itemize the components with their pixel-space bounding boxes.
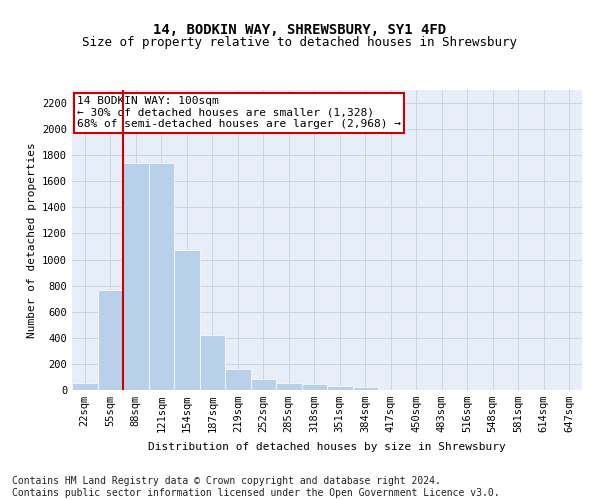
Text: 14, BODKIN WAY, SHREWSBURY, SY1 4FD: 14, BODKIN WAY, SHREWSBURY, SY1 4FD (154, 22, 446, 36)
Bar (199, 335, 225, 390)
Bar (174, 250, 199, 390)
Bar (276, 384, 302, 390)
Text: Contains HM Land Registry data © Crown copyright and database right 2024.
Contai: Contains HM Land Registry data © Crown c… (12, 476, 500, 498)
Y-axis label: Number of detached properties: Number of detached properties (26, 142, 37, 338)
Bar (149, 163, 174, 390)
Bar (251, 379, 276, 390)
Text: Distribution of detached houses by size in Shrewsbury: Distribution of detached houses by size … (148, 442, 506, 452)
Text: 14 BODKIN WAY: 100sqm
← 30% of detached houses are smaller (1,328)
68% of semi-d: 14 BODKIN WAY: 100sqm ← 30% of detached … (77, 96, 401, 129)
Bar (353, 388, 378, 390)
Bar (123, 163, 149, 390)
Bar (327, 386, 353, 390)
Bar (72, 383, 97, 390)
Bar (97, 290, 123, 390)
Text: Size of property relative to detached houses in Shrewsbury: Size of property relative to detached ho… (83, 36, 517, 49)
Bar (225, 369, 251, 390)
Bar (302, 384, 327, 390)
